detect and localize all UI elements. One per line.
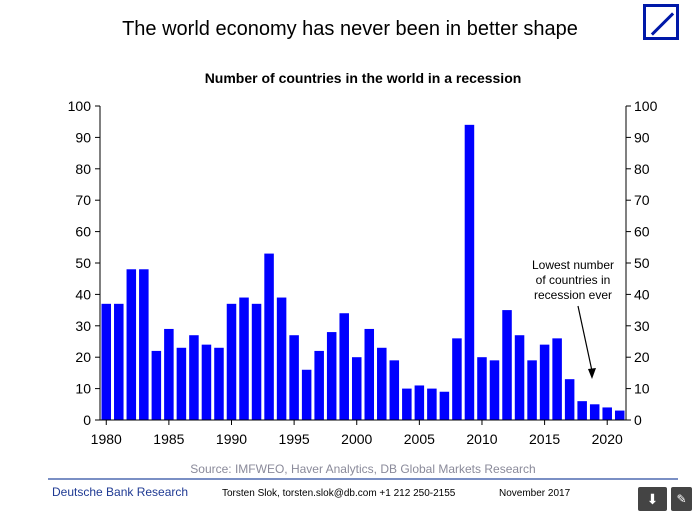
x-tick-label: 2015: [529, 431, 560, 447]
y-tick-label-right: 20: [634, 349, 650, 365]
bar-1998: [326, 332, 337, 420]
bar-1987: [189, 335, 199, 420]
y-tick-label-right: 60: [634, 224, 650, 240]
bar-2009: [464, 124, 475, 420]
bar-1989: [214, 347, 224, 420]
footer-brand: Deutsche Bank Research: [52, 485, 189, 499]
x-tick-label: 2020: [592, 431, 623, 447]
y-tick-label-right: 0: [634, 412, 642, 428]
x-tick-label: 1990: [216, 431, 247, 447]
bar-2002: [377, 347, 387, 420]
bar-1984: [151, 350, 162, 420]
bar-2011: [489, 360, 500, 420]
bar-1991: [239, 297, 249, 420]
bar-1995: [289, 335, 299, 420]
x-tick-label: 2005: [404, 431, 435, 447]
bar-2018: [577, 401, 587, 420]
y-tick-label-left: 80: [75, 161, 91, 177]
bar-1997: [314, 350, 324, 420]
bar-1988: [201, 344, 212, 420]
headline: The world economy has never been in bett…: [122, 18, 578, 40]
y-tick-label-right: 100: [634, 98, 658, 114]
x-tick-label: 1980: [91, 431, 122, 447]
bar-2012: [502, 310, 512, 420]
y-tick-label-left: 50: [75, 255, 91, 271]
bar-1986: [176, 347, 187, 420]
x-tick-label: 2000: [341, 431, 372, 447]
y-tick-label-left: 20: [75, 349, 91, 365]
bar-2020: [602, 407, 612, 420]
footer-author: Torsten Slok, torsten.slok@db.com +1 212…: [222, 488, 456, 499]
bar-2007: [439, 391, 450, 420]
y-tick-label-right: 70: [634, 192, 650, 208]
bar-1985: [164, 328, 174, 420]
y-tick-label-right: 90: [634, 129, 650, 145]
y-tick-label-left: 90: [75, 129, 91, 145]
y-tick-label-left: 40: [75, 286, 91, 302]
footer-date: November 2017: [499, 488, 571, 499]
bar-2010: [477, 357, 487, 420]
x-tick-label: 1985: [153, 431, 184, 447]
chart-title: Number of countries in the world in a re…: [205, 70, 522, 86]
y-tick-label-left: 10: [75, 381, 91, 397]
bar-2015: [539, 344, 550, 420]
bar-2013: [514, 335, 525, 420]
annotation-line: of countries in: [536, 273, 611, 287]
bar-2001: [364, 328, 375, 420]
bar-2008: [452, 338, 462, 420]
bar-1994: [276, 297, 287, 420]
annotation-arrow-head: [588, 368, 596, 379]
y-tick-label-left: 60: [75, 224, 91, 240]
bar-1992: [251, 303, 262, 420]
y-tick-label-left: 70: [75, 192, 91, 208]
deutsche-bank-logo: [643, 4, 679, 40]
bar-2000: [351, 357, 362, 420]
bar-1996: [301, 369, 312, 420]
y-tick-label-right: 80: [634, 161, 650, 177]
annotation-line: recession ever: [534, 288, 612, 302]
bar-2021: [614, 410, 625, 420]
bar-1990: [226, 303, 237, 420]
y-tick-label-left: 100: [68, 98, 92, 114]
annotation-arrow-line: [577, 305, 593, 372]
y-tick-label-right: 50: [634, 255, 650, 271]
y-tick-label-left: 0: [83, 412, 91, 428]
bar-1999: [339, 313, 349, 420]
x-tick-label: 2010: [466, 431, 497, 447]
y-tick-label-right: 10: [634, 381, 650, 397]
annotation-line: Lowest number: [532, 258, 614, 272]
bar-2004: [402, 388, 412, 420]
bar-2016: [552, 338, 562, 420]
y-tick-label-right: 40: [634, 286, 650, 302]
bar-2003: [389, 360, 400, 420]
bar-2014: [527, 360, 537, 420]
bar-2017: [564, 379, 575, 420]
footer-rule: [48, 478, 678, 480]
y-tick-label-left: 30: [75, 318, 91, 334]
y-tick-label-right: 30: [634, 318, 650, 334]
edit-icon[interactable]: ✎: [671, 487, 692, 511]
download-icon[interactable]: ⬇: [638, 487, 667, 511]
bar-2005: [414, 385, 425, 420]
bar-2006: [427, 388, 437, 420]
bar-1993: [264, 253, 274, 420]
bar-1983: [139, 269, 149, 420]
bar-1981: [114, 303, 124, 420]
bar-1980: [101, 303, 112, 420]
bar-2019: [589, 404, 600, 420]
source-note: Source: IMFWEO, Haver Analytics, DB Glob…: [190, 462, 536, 476]
bar-1982: [126, 269, 137, 420]
x-tick-label: 1995: [279, 431, 310, 447]
